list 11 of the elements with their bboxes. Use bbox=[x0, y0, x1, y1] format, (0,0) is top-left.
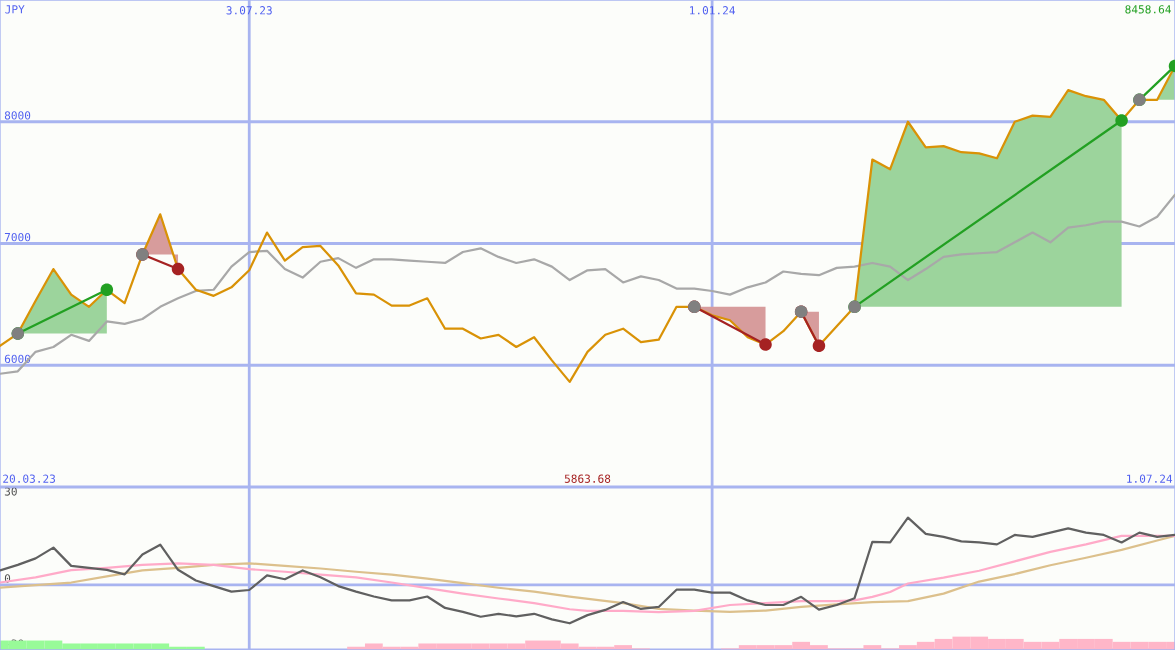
y-tick-label: 7000 bbox=[4, 232, 31, 242]
annotation: 8458.64 bbox=[1125, 5, 1171, 14]
x-tick-label: 1.01.24 bbox=[690, 6, 735, 15]
annotation: 1.07.24 bbox=[1127, 474, 1173, 483]
x-tick-label: 3.07.23 bbox=[226, 6, 272, 15]
annotation: 5863.68 bbox=[564, 474, 611, 483]
y-tick-label: 8000 bbox=[4, 111, 31, 120]
annotation: 20.03.23 bbox=[3, 474, 56, 483]
y-tick-label: 6000 bbox=[4, 354, 31, 364]
annotation: JPY bbox=[5, 5, 25, 14]
y-tick-label: 30 bbox=[4, 487, 17, 496]
